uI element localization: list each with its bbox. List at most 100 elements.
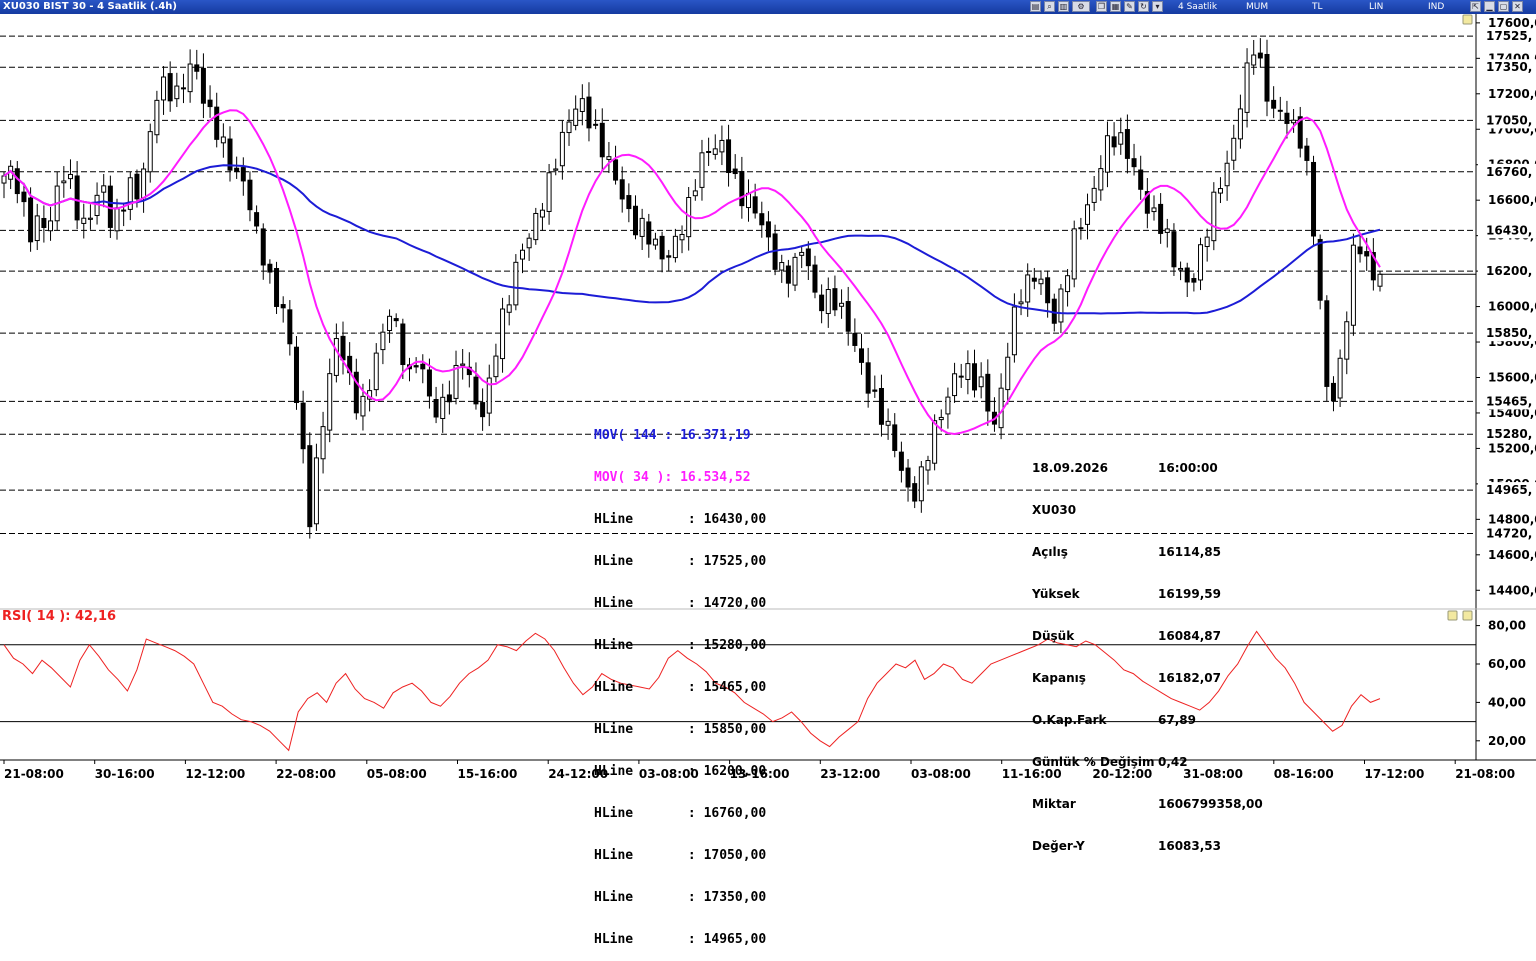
candle-body	[1138, 169, 1144, 190]
candle-body	[819, 294, 825, 312]
candle-body	[712, 148, 718, 155]
candle-body	[260, 228, 266, 266]
candle-body	[799, 251, 805, 256]
candle-body	[619, 179, 625, 200]
legend-entry-ma144: MOV( 144 : 16.371,19	[594, 428, 751, 443]
rsi-y-tick-label: 80,00	[1488, 619, 1526, 633]
restore-icon[interactable]: ⇱	[1470, 1, 1481, 12]
info-row: O.Kap.Fark 67,89	[1032, 713, 1196, 727]
legend-entry-hline: HLine : 15280,00	[594, 638, 767, 653]
y-tick-label: 15600,00	[1488, 370, 1536, 384]
panel-menu-icon	[1462, 14, 1473, 25]
y-tick-label: 16600,00	[1488, 193, 1536, 207]
candle-body	[898, 451, 904, 471]
candle-body	[1124, 129, 1130, 159]
candle-body	[1151, 207, 1157, 213]
hline-tag-bg	[1478, 393, 1536, 410]
candle-body	[473, 376, 479, 405]
x-tick-label: 23-12:00	[820, 767, 880, 781]
candle-body	[586, 96, 592, 129]
candle-body	[1191, 278, 1197, 283]
y-tick-label: 17200,00	[1488, 87, 1536, 101]
candle-body	[1051, 298, 1057, 324]
candle-body	[340, 335, 346, 361]
candle-body	[852, 332, 858, 346]
legend-entry-hline: HLine : 15850,00	[594, 722, 767, 737]
hline-tag-label: 16760,	[1486, 165, 1532, 179]
candle-body	[1251, 54, 1257, 66]
candle-body	[1071, 228, 1077, 280]
scale-button[interactable]: LIN	[1369, 2, 1384, 12]
currency-button[interactable]: TL	[1312, 2, 1323, 12]
candle-body	[480, 402, 486, 418]
candle-body	[1158, 203, 1164, 234]
candle-body	[234, 167, 240, 172]
copy-icon[interactable]: ❐	[1096, 1, 1107, 12]
maximize-icon[interactable]: ▢	[1498, 1, 1509, 12]
hline-tag-bg	[1478, 263, 1536, 280]
chart-area[interactable]: 14400,0014600,0014800,0015000,0015200,00…	[0, 14, 1536, 783]
print-icon[interactable]: ▥	[1058, 1, 1069, 12]
indicator-button[interactable]: IND	[1428, 2, 1445, 12]
candle-body	[1171, 231, 1177, 268]
candle-body	[1204, 236, 1210, 248]
legend-entry-hline: HLine : 17525,00	[594, 554, 767, 569]
candle-body	[779, 262, 785, 271]
chart-icon[interactable]: ▤	[1030, 1, 1041, 12]
hline-tag-label: 16200,	[1486, 264, 1532, 278]
x-tick-label: 13-16:00	[730, 767, 790, 781]
candle-body	[48, 220, 54, 232]
period-button[interactable]: 4 Saatlik	[1178, 2, 1218, 12]
candle-body	[1291, 119, 1297, 124]
dropdown-icon[interactable]: ▾	[1152, 1, 1163, 12]
candle-body	[280, 304, 286, 309]
candle-body	[912, 483, 918, 502]
candle-body	[34, 215, 40, 242]
candle-button[interactable]: MUM	[1246, 2, 1269, 12]
legend-entry-hline: HLine : 17050,00	[594, 848, 767, 863]
candle-body	[1104, 135, 1110, 173]
candle-body	[287, 309, 293, 345]
candle-body	[1131, 158, 1137, 168]
rsi-y-tick-label: 40,00	[1488, 695, 1526, 709]
pencil-icon[interactable]: ✎	[1124, 1, 1135, 12]
candle-body	[1370, 252, 1376, 281]
info-row: Kapanış 16182,07	[1032, 671, 1222, 685]
candle-body	[533, 212, 539, 241]
x-tick-label: 21-08:00	[1455, 767, 1515, 781]
grid-icon[interactable]: ▦	[1110, 1, 1121, 12]
hline-tag-label: 17050,	[1486, 113, 1532, 127]
candle-body	[400, 323, 406, 366]
candle-body	[1297, 116, 1303, 149]
x-tick-label: 21-08:00	[4, 767, 64, 781]
candle-body	[626, 195, 632, 210]
settings-icon[interactable]: ⚙	[1072, 1, 1090, 12]
candle-body	[373, 352, 379, 391]
candle-body	[606, 156, 612, 160]
candle-body	[121, 209, 127, 212]
candle-body	[666, 255, 672, 258]
refresh-icon[interactable]: ↻	[1138, 1, 1149, 12]
candle-body	[679, 233, 685, 241]
candle-body	[127, 177, 133, 210]
candle-body	[752, 196, 758, 214]
candle-body	[500, 308, 506, 360]
x-tick-label: 03-08:00	[911, 767, 971, 781]
candle-body	[174, 85, 180, 100]
info-row: Günlük % Değişim 0,42	[1032, 755, 1188, 769]
candle-body	[1025, 274, 1031, 303]
candle-body	[865, 362, 871, 394]
minimize-icon[interactable]: ▁	[1484, 1, 1495, 12]
close-icon[interactable]: ✕	[1512, 1, 1523, 12]
candle-body	[433, 398, 439, 418]
candle-body	[832, 288, 838, 311]
zoom-icon[interactable]: ⌕	[1044, 1, 1055, 12]
candle-body	[1091, 187, 1097, 203]
candle-body	[240, 167, 246, 182]
candle-body	[267, 263, 273, 273]
candle-body	[885, 420, 891, 426]
candle-body	[74, 175, 80, 221]
candle-body	[1098, 168, 1104, 191]
candle-body	[958, 375, 964, 378]
y-tick-label: 15400,00	[1488, 406, 1536, 420]
